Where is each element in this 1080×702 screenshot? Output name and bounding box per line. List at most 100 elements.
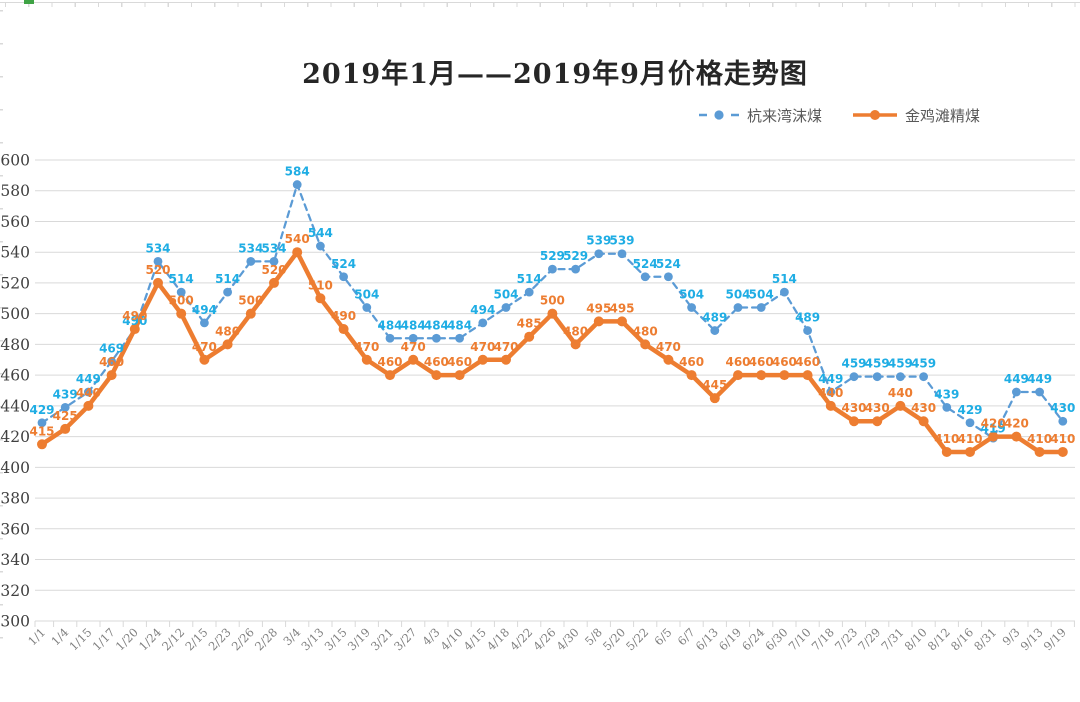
svg-text:8/12: 8/12 [925,625,953,653]
svg-text:560: 560 [0,213,30,231]
svg-text:440: 440 [76,386,101,400]
svg-text:494: 494 [192,303,217,317]
svg-text:380: 380 [0,490,30,508]
svg-text:420: 420 [1004,417,1029,431]
svg-text:4/15: 4/15 [461,625,489,653]
svg-text:484: 484 [401,318,426,332]
chart-legend: 杭来湾沫煤 金鸡滩精煤 [698,105,980,126]
svg-text:504: 504 [354,288,379,302]
svg-text:420: 420 [0,428,30,446]
svg-text:425: 425 [53,409,78,423]
gridlines [35,159,1075,622]
svg-text:470: 470 [401,340,426,354]
svg-text:445: 445 [702,378,727,392]
svg-text:410: 410 [934,432,959,446]
svg-text:480: 480 [633,324,658,338]
svg-text:439: 439 [934,387,959,401]
svg-text:410: 410 [1027,432,1052,446]
sheet-selection-chip [24,0,34,4]
svg-text:494: 494 [470,303,495,317]
svg-text:514: 514 [169,272,194,286]
svg-text:480: 480 [215,324,240,338]
svg-text:534: 534 [261,241,286,255]
svg-text:500: 500 [540,294,565,308]
svg-text:8/31: 8/31 [971,625,999,653]
svg-text:7/18: 7/18 [809,625,837,653]
svg-text:1/24: 1/24 [136,625,164,653]
sheet-column-ticks [5,2,1080,7]
svg-text:500: 500 [169,294,194,308]
svg-text:469: 469 [99,341,124,355]
svg-text:7/31: 7/31 [878,625,906,653]
svg-text:400: 400 [0,459,30,477]
svg-text:520: 520 [145,263,170,277]
svg-text:460: 460 [679,355,704,369]
svg-text:514: 514 [517,272,542,286]
svg-text:4/30: 4/30 [554,625,582,653]
svg-text:4/26: 4/26 [530,625,558,653]
svg-text:3/19: 3/19 [345,625,373,653]
svg-text:420: 420 [981,417,1006,431]
svg-text:1/20: 1/20 [113,625,141,653]
svg-text:459: 459 [888,357,913,371]
svg-text:6/5: 6/5 [652,625,675,648]
svg-text:6/13: 6/13 [693,625,721,653]
svg-text:460: 460 [447,355,472,369]
svg-text:410: 410 [1050,432,1075,446]
svg-text:6/19: 6/19 [716,625,744,653]
legend-marker-dashed-line-dot-icon [698,106,740,125]
legend-marker-solid-line-dot-icon [852,106,898,125]
svg-text:460: 460 [99,355,124,369]
svg-text:504: 504 [679,288,704,302]
svg-text:460: 460 [795,355,820,369]
svg-text:470: 470 [354,340,379,354]
chart-title: 2019年1月——2019年9月价格走势图 [302,59,808,90]
svg-text:485: 485 [517,317,542,331]
series-markers-1 [37,247,1068,457]
svg-text:490: 490 [122,309,147,323]
svg-text:9/19: 9/19 [1041,625,1069,653]
legend-item-jinjitan: 金鸡滩精煤 [852,105,980,126]
svg-text:524: 524 [331,257,356,271]
svg-text:2/26: 2/26 [229,625,257,653]
svg-text:320: 320 [0,582,30,600]
svg-text:540: 540 [0,244,30,262]
svg-text:8/10: 8/10 [902,625,930,653]
svg-text:514: 514 [772,272,797,286]
svg-text:5/20: 5/20 [600,625,628,653]
series-markers-0 [37,180,1068,443]
svg-text:600: 600 [0,152,30,170]
x-axis-labels: 1/1 1/41/151/171/201/242/122/152/232/262/… [25,625,1069,653]
svg-text:539: 539 [609,234,634,248]
svg-text:495: 495 [609,301,634,315]
svg-text:460: 460 [377,355,402,369]
svg-text:340: 340 [0,551,30,569]
legend-item-hanglaiwan: 杭来湾沫煤 [698,105,822,126]
svg-text:484: 484 [424,318,449,332]
svg-text:7/29: 7/29 [855,625,883,653]
svg-text:490: 490 [331,309,356,323]
svg-text:3/13: 3/13 [298,625,326,653]
svg-text:449: 449 [818,372,843,386]
svg-text:470: 470 [470,340,495,354]
svg-text:495: 495 [586,301,611,315]
svg-text:429: 429 [957,403,982,417]
svg-text:534: 534 [238,241,263,255]
svg-text:5/22: 5/22 [623,625,651,653]
svg-text:1/17: 1/17 [90,625,118,653]
svg-text:430: 430 [911,401,936,415]
legend-label-jinjitan: 金鸡滩精煤 [904,107,980,125]
svg-text:544: 544 [308,226,333,240]
svg-text:300: 300 [0,613,30,631]
svg-text:4/18: 4/18 [484,625,512,653]
svg-text:4/22: 4/22 [507,625,535,653]
svg-text:2/12: 2/12 [159,625,187,653]
svg-text:4/10: 4/10 [438,625,466,653]
y-axis-labels: 300 320 340 360 380 400 420 440 460 480 500 520 540 5… [0,152,30,631]
svg-text:9/13: 9/13 [1018,625,1046,653]
svg-text:489: 489 [702,311,727,325]
svg-text:504: 504 [725,288,750,302]
svg-text:3/21: 3/21 [368,625,396,653]
